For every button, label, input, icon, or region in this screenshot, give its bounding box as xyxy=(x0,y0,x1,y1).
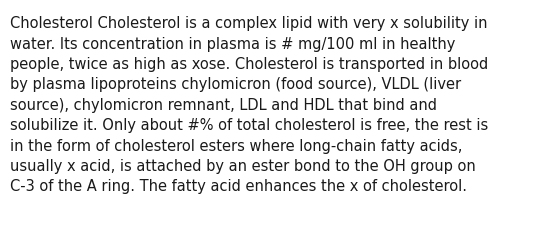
Text: Cholesterol Cholesterol is a complex lipid with very x solubility in
water. Its : Cholesterol Cholesterol is a complex lip… xyxy=(10,16,488,194)
